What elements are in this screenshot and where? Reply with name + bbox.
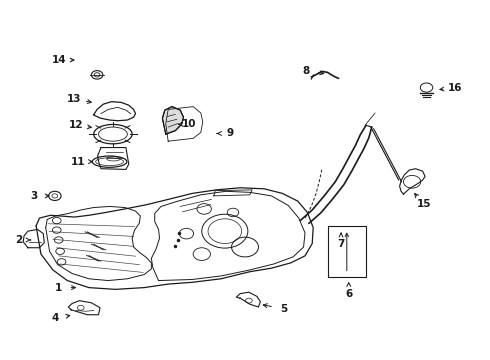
Text: 3: 3 bbox=[30, 191, 37, 201]
Text: 14: 14 bbox=[51, 55, 66, 65]
Text: 15: 15 bbox=[416, 199, 431, 209]
Text: 9: 9 bbox=[226, 129, 233, 139]
Text: 12: 12 bbox=[69, 120, 83, 130]
Text: 13: 13 bbox=[67, 94, 82, 104]
Text: 1: 1 bbox=[55, 283, 62, 293]
Text: 4: 4 bbox=[51, 313, 59, 323]
Text: 5: 5 bbox=[280, 304, 287, 314]
Text: 8: 8 bbox=[303, 66, 310, 76]
Polygon shape bbox=[162, 107, 184, 134]
Text: 2: 2 bbox=[15, 235, 22, 245]
Text: 16: 16 bbox=[448, 82, 463, 93]
Text: 10: 10 bbox=[182, 119, 196, 129]
Text: 6: 6 bbox=[345, 289, 352, 298]
Text: 7: 7 bbox=[337, 239, 345, 248]
Text: 11: 11 bbox=[71, 157, 85, 167]
